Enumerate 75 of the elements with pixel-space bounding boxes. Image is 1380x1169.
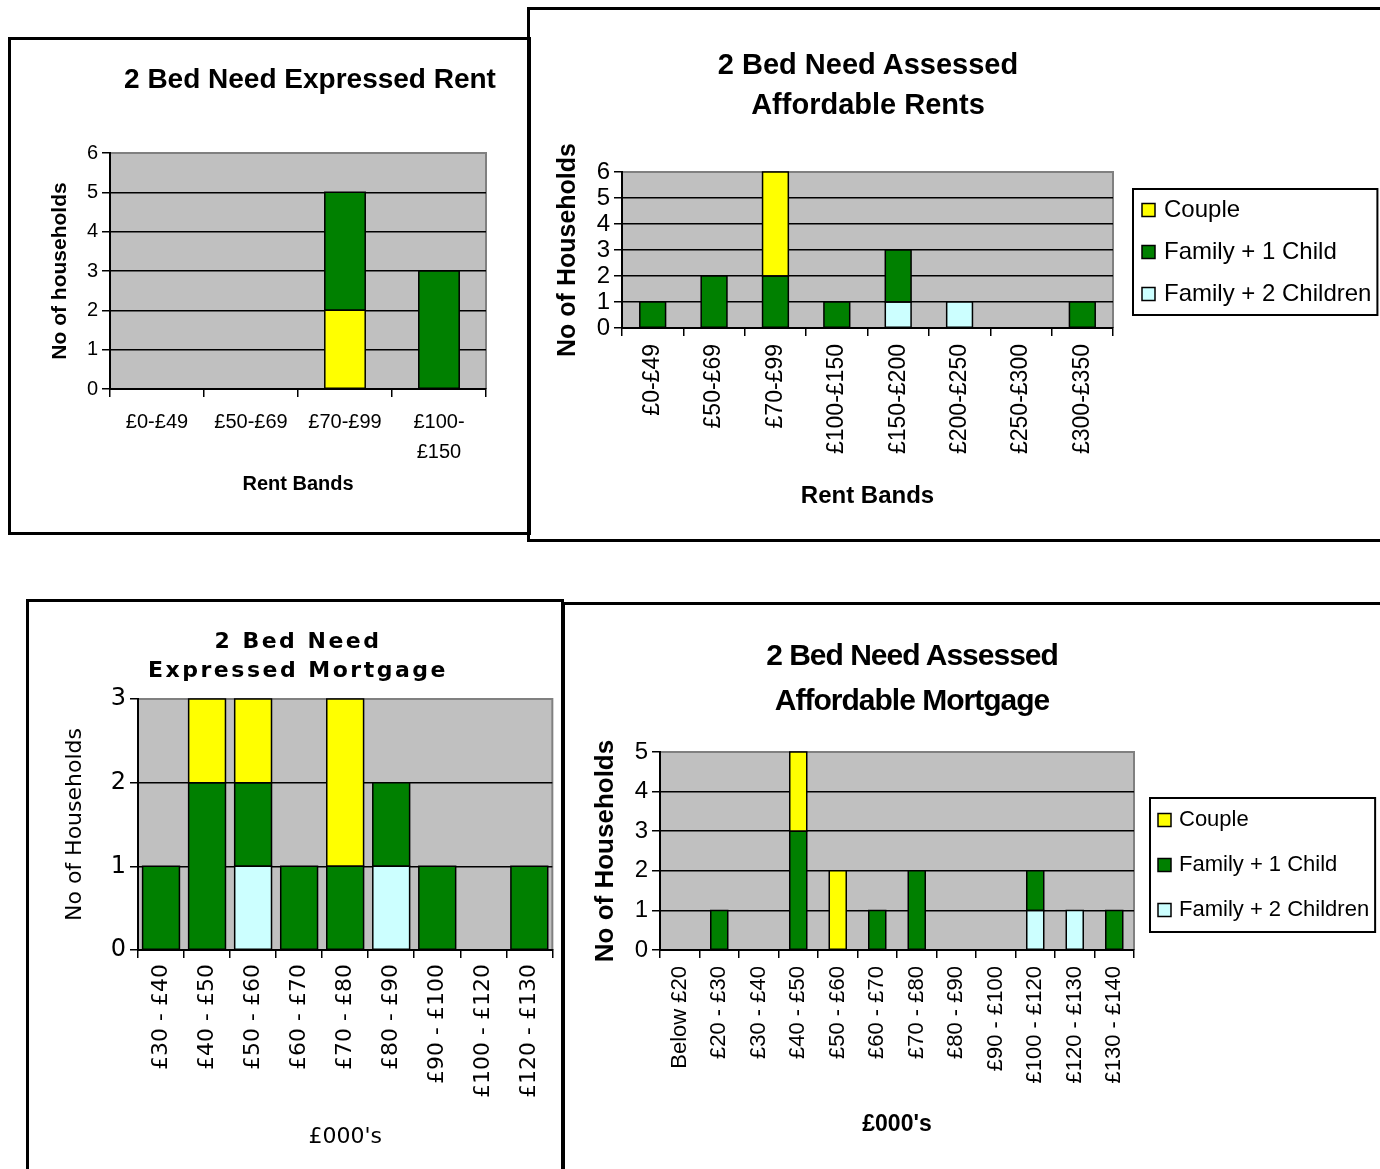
x-tick-label: £0-£49	[638, 344, 665, 416]
y-tick-label: 5	[634, 736, 648, 764]
x-tick-label: £70 - £80	[330, 964, 356, 1070]
y-tick-label: 4	[596, 208, 610, 236]
y-tick-label: 2	[110, 766, 126, 795]
x-axis-title: Rent Bands	[800, 480, 935, 508]
x-tick-label: £40 - £50	[784, 966, 810, 1059]
x-tick-label: £30 - £40	[744, 966, 770, 1059]
x-tick-label: £80 - £90	[376, 964, 402, 1070]
y-tick-label: 0	[634, 934, 648, 962]
y-tick-label: 3	[596, 234, 610, 262]
y-axis-title: No of Households	[589, 739, 620, 963]
x-tick-label: £300-£350	[1067, 344, 1094, 454]
legend-label: Family + 2 Children	[1164, 278, 1372, 306]
y-tick-label: 1	[634, 895, 648, 923]
y-tick-label: 2	[86, 297, 98, 320]
y-tick-label: 1	[596, 286, 610, 314]
y-axis-title: No of Households	[551, 143, 580, 357]
x-tick-label: £100 - £120	[1021, 966, 1047, 1084]
y-tick-label: 4	[634, 776, 648, 804]
y-tick-label: 6	[86, 140, 98, 163]
x-tick-label: £150-£200	[883, 344, 910, 454]
legend-label: Family + 1 Child	[1164, 236, 1337, 264]
chart-title: 2 Bed Need Assessed Affordable Mortgage	[765, 637, 1059, 718]
x-tick-label: £120 - £130	[515, 964, 541, 1098]
x-tick-label: £120 - £130	[1060, 966, 1086, 1084]
x-tick-label: £100 - £120	[469, 964, 494, 1098]
x-axis-title: Rent Bands	[242, 471, 354, 494]
legend-label: Couple	[1164, 194, 1241, 222]
x-tick-label: £100-£150	[822, 344, 849, 454]
y-tick-label: 6	[596, 156, 610, 184]
x-tick-label: £60 - £70	[863, 966, 889, 1059]
x-axis-title: £000's	[862, 1110, 932, 1137]
y-tick-label: 1	[110, 850, 126, 879]
x-tick-label: £50 - £60	[823, 966, 849, 1059]
x-tick-label: £90 - £100	[422, 964, 448, 1084]
legend-label: Family + 2 Children	[1179, 896, 1370, 922]
chart-title: 2 Bed Need Expressed Mortgage	[147, 627, 449, 684]
y-tick-label: 4	[86, 219, 98, 242]
x-tick-label: £40 - £50	[192, 964, 218, 1070]
x-tick-label: £200-£250	[944, 344, 971, 454]
x-tick-label: £90 - £100	[981, 966, 1007, 1072]
y-tick-label: 5	[86, 179, 98, 202]
y-axis-title: No of Households	[60, 728, 86, 921]
y-tick-label: 0	[596, 312, 610, 340]
x-tick-label: £50-£69	[699, 344, 726, 429]
x-tick-label: £80 - £90	[942, 966, 968, 1059]
x-tick-label: £100-£150	[413, 409, 465, 462]
x-tick-label: £70-£99	[760, 344, 787, 429]
y-tick-label: 0	[110, 934, 126, 963]
y-tick-label: 5	[596, 182, 610, 210]
y-tick-label: 1	[86, 337, 98, 360]
x-tick-label: £30 - £40	[146, 964, 172, 1070]
x-tick-label: £50-£69	[214, 409, 288, 432]
x-tick-label: £250-£300	[1006, 344, 1033, 454]
x-tick-label: £70 - £80	[902, 966, 928, 1059]
chart-title: 2 Bed Need Expressed Rent	[123, 63, 497, 95]
legend-label: Couple	[1179, 806, 1249, 832]
x-tick-label: £130 - £140	[1100, 966, 1126, 1084]
legend-label: Family + 1 Child	[1179, 851, 1338, 877]
x-axis-title: £000's	[308, 1122, 382, 1148]
x-tick-label: £0-£49	[125, 409, 189, 432]
x-tick-label: £50 - £60	[238, 964, 264, 1070]
x-tick-label: £60 - £70	[284, 964, 310, 1070]
chart-title: 2 Bed Need Assessed Affordable Rents	[716, 47, 1020, 122]
x-tick-label: Below £20	[665, 966, 691, 1069]
x-tick-label: £70-£99	[308, 409, 382, 432]
y-tick-label: 0	[86, 376, 98, 399]
y-tick-label: 2	[634, 855, 648, 883]
y-tick-label: 3	[634, 815, 648, 843]
y-tick-label: 2	[596, 260, 610, 288]
x-tick-label: £20 - £30	[705, 966, 731, 1059]
y-axis-title: No of households	[46, 182, 70, 360]
y-tick-label: 3	[86, 258, 98, 281]
y-tick-label: 3	[110, 683, 126, 712]
